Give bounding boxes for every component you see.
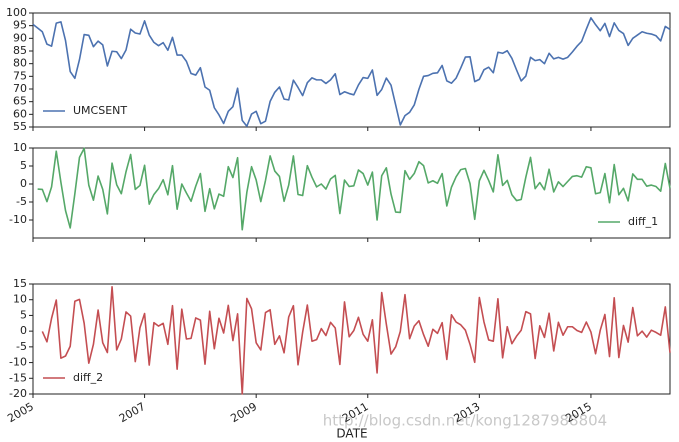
legend-label: diff_1: [628, 215, 658, 228]
y-tick-label: 90: [13, 31, 27, 44]
y-tick-label: -10: [9, 213, 27, 226]
y-tick-label: 5: [20, 159, 27, 172]
y-tick-label: -10: [9, 356, 27, 369]
y-tick-label: 95: [13, 19, 27, 32]
plot-frame: [32, 12, 671, 128]
y-tick-label: 65: [13, 95, 27, 108]
legend-label: diff_2: [73, 371, 103, 384]
y-tick-label: -15: [9, 371, 27, 384]
y-tick-label: 10: [13, 293, 27, 306]
x-tick-label: 2005: [5, 400, 36, 425]
y-tick-label: 60: [13, 107, 27, 120]
x-tick-label: 2009: [228, 400, 259, 425]
x-axis-label: DATE: [336, 427, 367, 441]
y-tick-label: 55: [13, 120, 27, 133]
y-tick-label: 0: [20, 177, 27, 190]
y-tick-label: 70: [13, 82, 27, 95]
y-tick-label: -20: [9, 387, 27, 400]
y-tick-label: -5: [16, 340, 27, 353]
y-tick-label: 85: [13, 44, 27, 57]
data-line: [37, 147, 671, 231]
y-tick-label: -5: [16, 195, 27, 208]
y-tick-label: 80: [13, 57, 27, 70]
plot-frame: [32, 283, 671, 395]
y-tick-label: 100: [6, 6, 27, 19]
y-tick-label: 0: [20, 324, 27, 337]
legend-label: UMCSENT: [73, 104, 127, 117]
y-tick-label: 75: [13, 69, 27, 82]
data-line: [41, 286, 671, 395]
x-tick-label: 2007: [117, 400, 148, 425]
data-line: [32, 17, 671, 128]
y-tick-label: 5: [20, 308, 27, 321]
plot-frame: [32, 147, 671, 239]
y-tick-label: 15: [13, 277, 27, 290]
watermark: http://blog.csdn.net/kong1287988804: [323, 412, 607, 430]
y-tick-label: 10: [13, 141, 27, 154]
